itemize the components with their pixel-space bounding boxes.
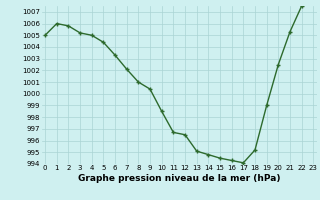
X-axis label: Graphe pression niveau de la mer (hPa): Graphe pression niveau de la mer (hPa): [78, 174, 280, 183]
